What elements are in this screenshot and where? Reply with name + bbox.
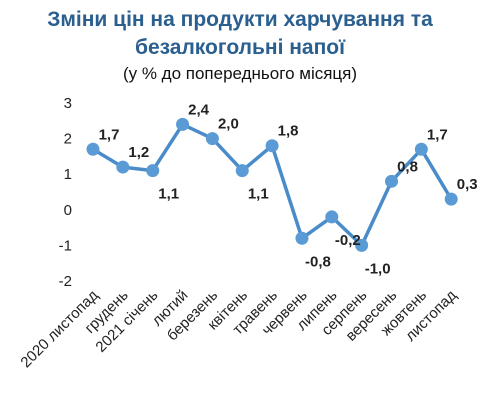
data-point <box>355 238 369 252</box>
data-label: 2,0 <box>218 116 239 133</box>
chart-title-line-1: Зміни цін на продукти харчування та <box>47 8 433 31</box>
data-point <box>385 174 398 188</box>
data-label: 1,1 <box>248 186 269 203</box>
data-point <box>414 142 428 156</box>
data-label: 1,8 <box>278 123 299 140</box>
data-point <box>444 192 458 206</box>
y-tick-label: 1 <box>64 166 72 183</box>
data-point <box>235 164 249 178</box>
data-label: 1,2 <box>128 144 149 161</box>
data-label: 0,3 <box>457 176 478 193</box>
data-point <box>176 117 190 131</box>
data-label: 1,7 <box>99 126 120 143</box>
data-label: 2,4 <box>188 101 210 118</box>
y-tick-label: 3 <box>64 95 72 112</box>
data-label: -0,8 <box>305 253 331 270</box>
label-layer: 1,7 1,2 1,1 2,4 2,0 1,1 1,8 -0,8-0,2-1,0 0,8 1,7 0… <box>99 101 478 277</box>
y-tick-label: -1 <box>59 237 72 254</box>
y-tick-label: 2 <box>64 131 72 148</box>
chart-subtitle: (у % до попереднього місяця) <box>122 64 358 83</box>
data-label: 1,7 <box>427 126 448 143</box>
data-point <box>295 231 309 245</box>
chart-title-line-2: безалкогольні напої <box>134 36 346 59</box>
series-layer <box>86 117 458 252</box>
data-label: 1,1 <box>158 186 179 203</box>
data-point <box>146 164 160 178</box>
y-tick-label: 0 <box>64 202 72 219</box>
data-point <box>116 160 130 174</box>
data-label: -1,0 <box>365 260 391 277</box>
data-point <box>205 132 219 146</box>
y-tick-label: -2 <box>59 273 72 290</box>
data-point <box>86 142 100 156</box>
data-point <box>325 210 339 224</box>
data-label: -0,2 <box>335 232 361 249</box>
data-point <box>265 139 279 153</box>
chart-title: Зміни цін на продукти харчування та беза… <box>0 6 480 62</box>
data-label: 0,8 <box>397 158 418 175</box>
